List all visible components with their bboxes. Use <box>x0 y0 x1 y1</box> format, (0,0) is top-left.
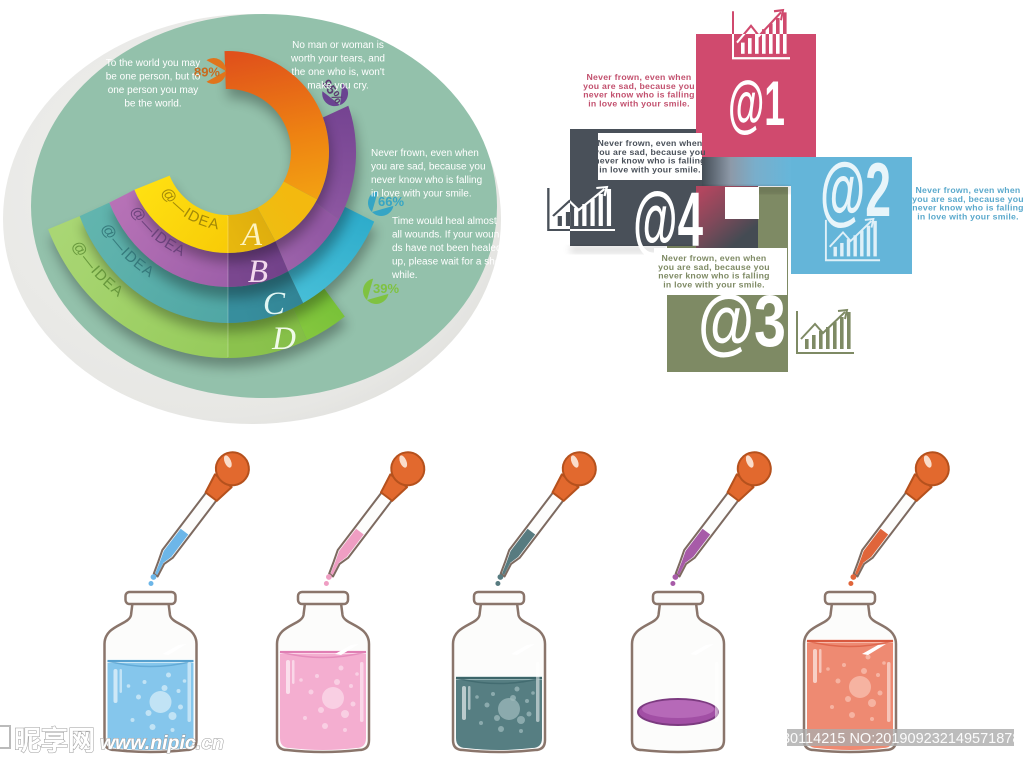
svg-text:www.nipic.cn: www.nipic.cn <box>100 732 224 754</box>
svg-text:昵享网: 昵享网 <box>14 725 95 756</box>
svg-text:@2: @2 <box>820 148 891 233</box>
svg-text:A: A <box>240 217 263 253</box>
svg-text:D: D <box>271 321 296 357</box>
svg-text:ID:30114215 NO:201909232149571: ID:30114215 NO:20190923214957187817 <box>763 731 1024 747</box>
svg-text:C: C <box>263 286 286 322</box>
svg-text:39%: 39% <box>373 281 399 296</box>
svg-text:B: B <box>248 254 268 290</box>
svg-text:89%: 89% <box>194 65 220 80</box>
svg-text:66%: 66% <box>378 194 404 209</box>
svg-text:@1: @1 <box>728 69 785 139</box>
